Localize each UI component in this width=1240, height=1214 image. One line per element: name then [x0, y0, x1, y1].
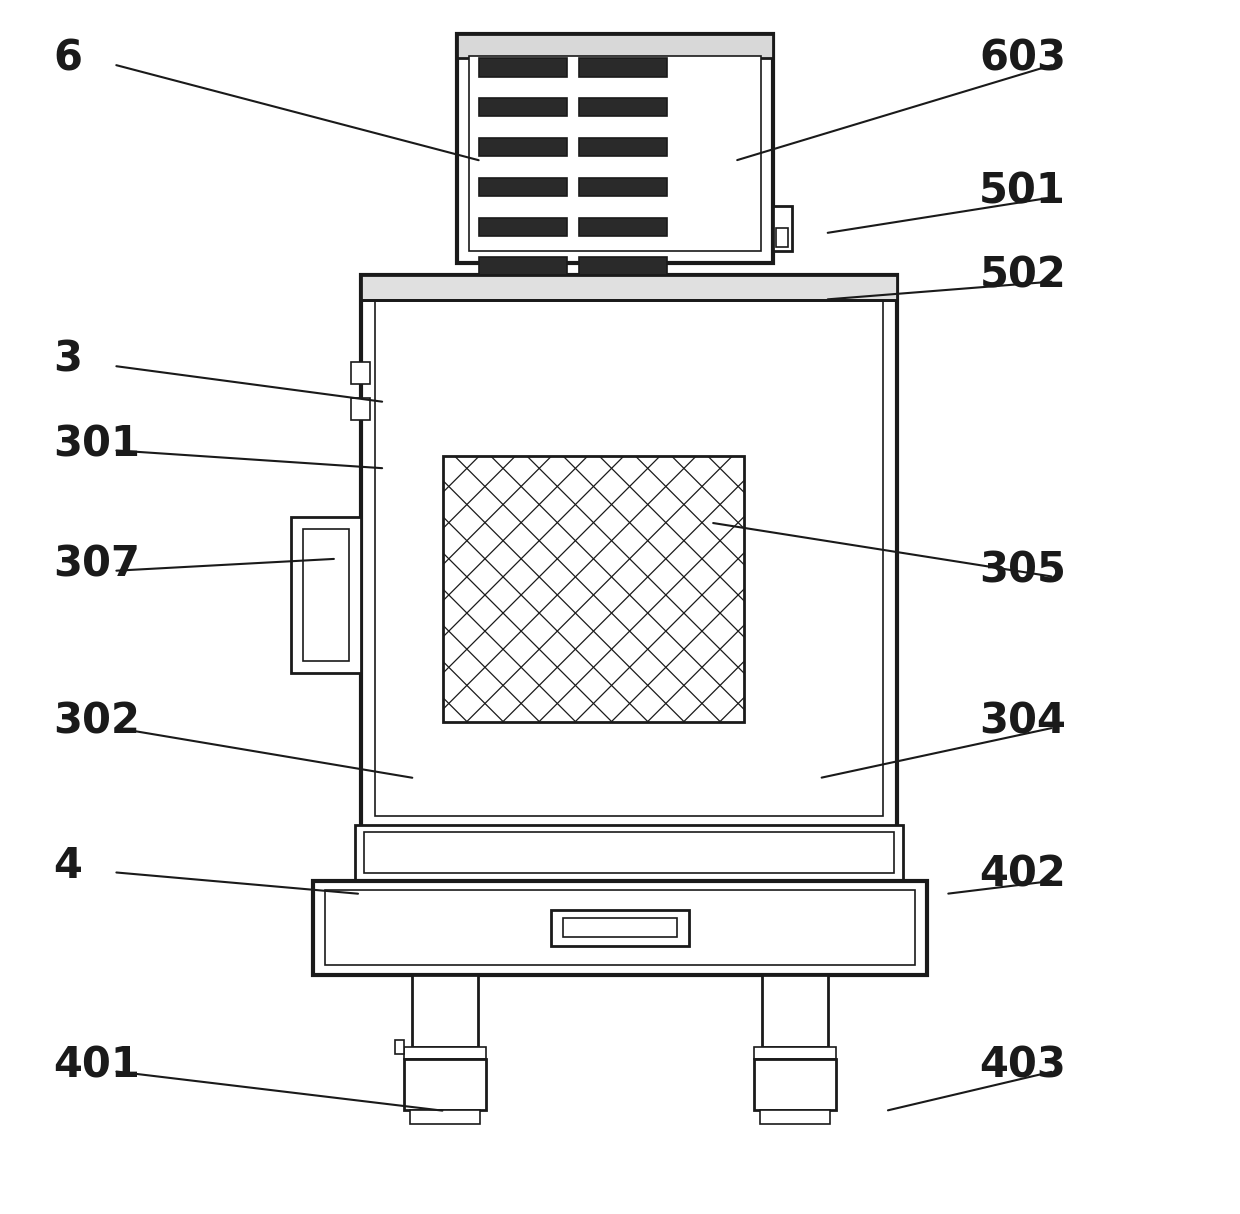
Bar	[458, 34, 773, 263]
Bar	[312, 880, 928, 975]
Text: 304: 304	[980, 700, 1066, 743]
Text: 403: 403	[980, 1044, 1066, 1087]
Bar	[351, 362, 371, 384]
Text: 6: 6	[53, 38, 82, 79]
Bar	[325, 890, 915, 965]
Text: 603: 603	[980, 38, 1066, 79]
Bar	[376, 290, 883, 816]
Bar	[414, 880, 430, 907]
Bar	[479, 217, 567, 236]
Bar	[351, 398, 371, 420]
Bar	[479, 177, 567, 195]
Bar	[355, 826, 903, 880]
Bar	[479, 58, 567, 76]
Bar	[479, 98, 567, 117]
Text: 307: 307	[53, 544, 140, 586]
Bar	[579, 138, 667, 157]
Text: 501: 501	[980, 170, 1066, 212]
Bar	[361, 276, 898, 300]
Bar	[479, 138, 567, 157]
Bar	[409, 880, 435, 907]
Bar	[827, 880, 844, 907]
Bar	[361, 276, 898, 830]
Bar	[404, 1059, 486, 1110]
Text: 402: 402	[980, 853, 1066, 896]
Text: 3: 3	[53, 339, 82, 381]
Text: 301: 301	[53, 424, 140, 465]
Bar	[822, 880, 849, 907]
Text: 4: 4	[53, 845, 82, 887]
Bar	[775, 228, 787, 246]
Bar	[579, 177, 667, 195]
Text: 302: 302	[53, 700, 140, 743]
Bar	[410, 1110, 480, 1124]
Bar	[458, 34, 773, 58]
Bar	[303, 528, 348, 662]
Bar	[761, 975, 828, 1046]
Bar	[404, 1046, 486, 1059]
Bar	[773, 205, 792, 251]
Bar	[563, 918, 677, 937]
Bar	[579, 58, 667, 76]
Bar	[479, 257, 567, 276]
Bar	[754, 1046, 836, 1059]
Text: 305: 305	[980, 550, 1066, 592]
Bar	[469, 56, 761, 251]
Bar	[754, 1059, 836, 1110]
Bar	[412, 975, 479, 1046]
Bar	[579, 257, 667, 276]
Bar	[291, 517, 361, 674]
Bar	[579, 98, 667, 117]
Bar	[579, 217, 667, 236]
Bar	[365, 833, 894, 873]
Bar	[443, 456, 744, 721]
Bar	[760, 1110, 830, 1124]
Bar	[551, 909, 689, 946]
Text: 502: 502	[980, 255, 1066, 296]
Bar	[394, 1040, 404, 1054]
Text: 401: 401	[53, 1044, 140, 1087]
